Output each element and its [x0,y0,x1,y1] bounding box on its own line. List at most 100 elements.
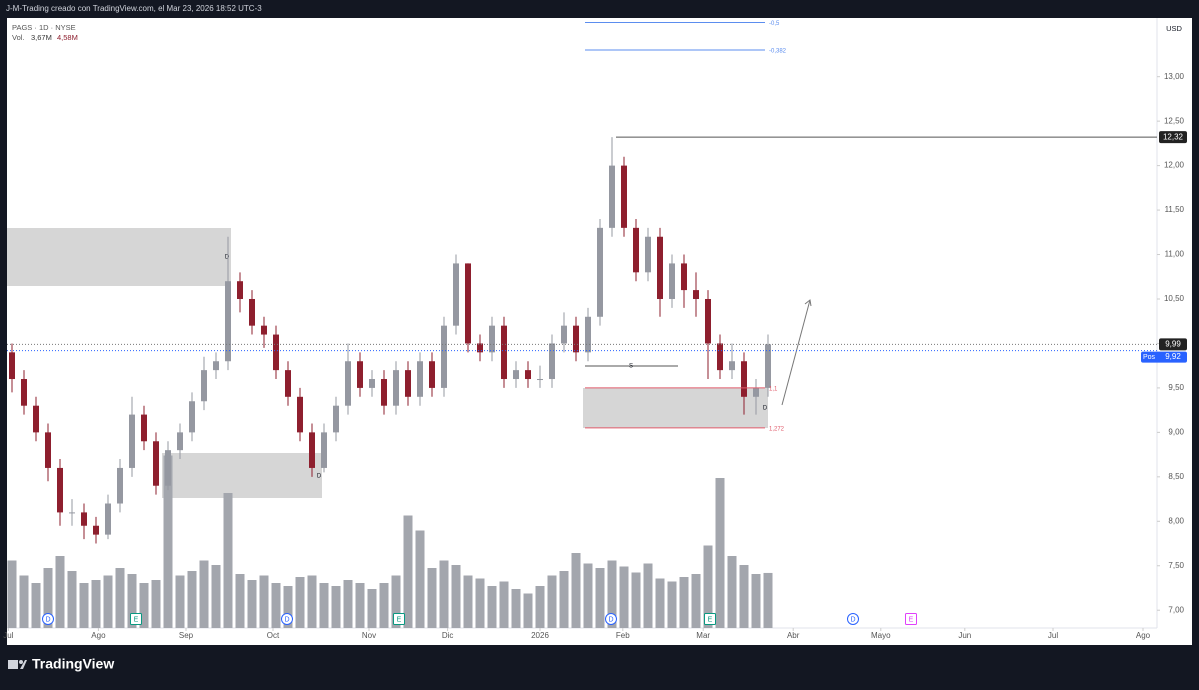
candle-body [213,361,219,371]
candle-body [741,361,747,397]
volume-bar [319,583,329,628]
candle-body [753,387,759,397]
vol-value: 3,67M [31,33,52,42]
event-label: D [608,616,613,623]
candle-body [285,370,291,397]
last-price-label: 9,99 [1165,339,1181,348]
candle-body [609,165,615,228]
candle-body [585,316,591,353]
candle-body [165,450,171,486]
candle-body [81,512,87,526]
event-badge [905,613,917,625]
candle-body [669,263,675,299]
candle-body [345,361,351,406]
candle-body [57,467,63,513]
volume-bar [619,566,629,628]
volume-bar [763,572,773,628]
candle-body [225,281,231,362]
x-tick-label: Ago [91,631,106,640]
volume-bar [703,545,713,628]
x-tick-label: Jul [1048,631,1058,640]
candle-body [33,405,39,433]
volume-bar [475,578,485,628]
candle-body [621,165,627,228]
candle-body [93,525,99,535]
volume-bar [415,530,425,628]
symbol: PAGS · 1D · NYSE [12,23,76,32]
candle-body [561,325,567,344]
logo-mark [20,660,27,669]
price-tag [1159,131,1187,144]
zone [7,228,231,286]
event-badge [847,613,859,625]
candle-body [417,361,423,397]
volume-bar [211,565,221,628]
candle-body [189,401,195,433]
candle-body [765,344,771,388]
zone-label: D [317,474,322,480]
y-tick-label: 8,50 [1168,472,1184,481]
volume-bar [19,575,29,628]
x-tick-label: Jun [958,631,971,640]
logo-mark [19,660,23,664]
event-badge [130,613,142,625]
x-tick-label: Nov [362,631,376,640]
candle-body [45,432,51,468]
candle-body [549,343,555,380]
event-badge [42,613,54,625]
candle-body [489,325,495,353]
candle-body [705,298,711,344]
y-tick-label: 13,00 [1164,72,1185,81]
fib-label: 1,272 [769,427,785,433]
x-tick-label: Mayo [871,631,891,640]
zone-label: D [763,406,768,412]
event-label: E [134,616,139,623]
volume-bar [199,560,209,628]
y-tick-label: 7,00 [1168,605,1184,614]
volume-bar [43,568,53,628]
candle-body [729,361,735,371]
volume-bar [715,478,725,628]
volume-bar [283,586,293,628]
event-label: E [397,616,402,623]
candle-body [177,432,183,451]
candle-body [573,325,579,353]
volume-bar [679,577,689,628]
top-bar [0,0,1199,18]
y-tick-label: 11,00 [1165,250,1185,259]
candle-body [261,325,267,335]
y-tick-label: 8,00 [1168,516,1184,525]
candle-body [249,298,255,326]
candle-body [645,236,651,273]
candle-body [657,236,663,299]
y-tick-label: 11,50 [1165,205,1185,214]
event-badge [393,613,405,625]
zone-label: S [629,364,633,370]
volume-bar [667,581,677,628]
event-label: E [909,616,914,623]
volume-bar [127,574,137,628]
volume-bar [607,560,617,628]
candle-body [273,334,279,371]
brand: TradingView [32,656,114,672]
volume-bar [67,571,77,628]
volume-bar [499,581,509,628]
volume-bar [163,455,173,628]
x-tick-label: Jul [3,631,13,640]
volume-bar [343,580,353,628]
candle-body [465,263,471,344]
volume-bar [559,571,569,628]
candle-body [537,379,543,381]
zone [583,388,768,428]
position-name: Pos [1143,354,1156,361]
volume-bar [271,583,281,628]
volume-bar [367,589,377,628]
event-label: D [45,616,50,623]
candle-body [477,343,483,353]
candle-body [21,379,27,406]
x-tick-label: Oct [267,631,280,640]
volume-bar [523,593,533,628]
candle-body [681,263,687,291]
candle-body [501,325,507,380]
event-label: D [850,616,855,623]
